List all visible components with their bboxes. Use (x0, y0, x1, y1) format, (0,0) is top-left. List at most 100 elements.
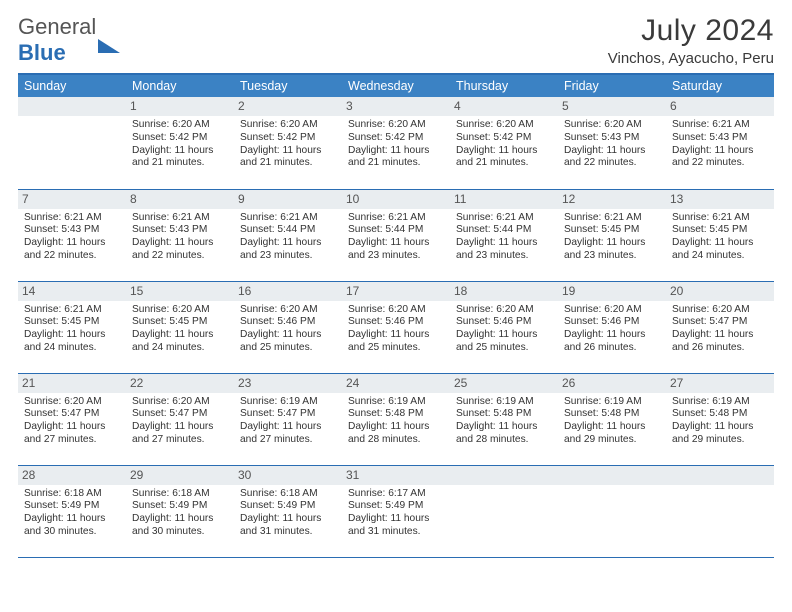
day-header: Friday (558, 75, 666, 97)
sunset-line: Sunset: 5:46 PM (564, 316, 660, 329)
calendar-day-cell: 7Sunrise: 6:21 AMSunset: 5:43 PMDaylight… (18, 189, 126, 281)
calendar-day-cell: 3Sunrise: 6:20 AMSunset: 5:42 PMDaylight… (342, 97, 450, 189)
day-number: 20 (666, 282, 774, 301)
daylight-line: Daylight: 11 hours and 30 minutes. (132, 513, 228, 539)
day-number: 12 (558, 190, 666, 209)
daylight-line: Daylight: 11 hours and 26 minutes. (672, 329, 768, 355)
calendar-week-row: 1Sunrise: 6:20 AMSunset: 5:42 PMDaylight… (18, 97, 774, 189)
day-number: 14 (18, 282, 126, 301)
day-number: 8 (126, 190, 234, 209)
day-number: 5 (558, 97, 666, 116)
sunrise-line: Sunrise: 6:21 AM (672, 119, 768, 132)
sunrise-line: Sunrise: 6:20 AM (348, 304, 444, 317)
daylight-line: Daylight: 11 hours and 31 minutes. (240, 513, 336, 539)
daylight-line: Daylight: 11 hours and 23 minutes. (240, 237, 336, 263)
calendar-day-cell: 30 Sunrise: 6:18 AMSunset: 5:49 PMDayligh… (234, 465, 342, 557)
day-number: 28 (18, 466, 126, 485)
sunrise-line: Sunrise: 6:21 AM (672, 212, 768, 225)
sunset-line: Sunset: 5:46 PM (348, 316, 444, 329)
calendar-day-cell: 31Sunrise: 6:17 AMSunset: 5:49 PMDayligh… (342, 465, 450, 557)
day-header: Monday (126, 75, 234, 97)
sunrise-line: Sunrise: 6:19 AM (348, 396, 444, 409)
day-number: 22 (126, 374, 234, 393)
calendar-day-cell: 10Sunrise: 6:21 AMSunset: 5:44 PMDayligh… (342, 189, 450, 281)
daylight-line: Daylight: 11 hours and 24 minutes. (672, 237, 768, 263)
calendar-day-cell: 28Sunrise: 6:18 AMSunset: 5:49 PMDayligh… (18, 465, 126, 557)
logo-word1: General (18, 14, 96, 39)
sunrise-line: Sunrise: 6:20 AM (240, 119, 336, 132)
calendar-day-cell: 18Sunrise: 6:20 AMSunset: 5:46 PMDayligh… (450, 281, 558, 373)
calendar-day-cell: 13Sunrise: 6:21 AMSunset: 5:45 PMDayligh… (666, 189, 774, 281)
sunset-line: Sunset: 5:49 PM (240, 500, 336, 513)
daylight-line: Daylight: 11 hours and 27 minutes. (240, 421, 336, 447)
daylight-line: Daylight: 11 hours and 31 minutes. (348, 513, 444, 539)
sunrise-line: Sunrise: 6:20 AM (456, 304, 552, 317)
calendar-day-cell: 19Sunrise: 6:20 AMSunset: 5:46 PMDayligh… (558, 281, 666, 373)
day-header: Wednesday (342, 75, 450, 97)
calendar-thead: SundayMondayTuesdayWednesdayThursdayFrid… (18, 75, 774, 97)
sunset-line: Sunset: 5:48 PM (564, 408, 660, 421)
day-number (666, 466, 774, 485)
day-number: 17 (342, 282, 450, 301)
sunrise-line: Sunrise: 6:21 AM (24, 212, 120, 225)
calendar-day-cell: 21Sunrise: 6:20 AMSunset: 5:47 PMDayligh… (18, 373, 126, 465)
calendar-body: 1Sunrise: 6:20 AMSunset: 5:42 PMDaylight… (18, 97, 774, 557)
day-number: 11 (450, 190, 558, 209)
day-number: 25 (450, 374, 558, 393)
sunset-line: Sunset: 5:47 PM (672, 316, 768, 329)
sunset-line: Sunset: 5:48 PM (672, 408, 768, 421)
day-number: 30 (234, 466, 342, 485)
logo-text: General Blue (18, 14, 120, 66)
day-number: 31 (342, 466, 450, 485)
sunset-line: Sunset: 5:47 PM (132, 408, 228, 421)
daylight-line: Daylight: 11 hours and 23 minutes. (456, 237, 552, 263)
sunset-line: Sunset: 5:43 PM (564, 132, 660, 145)
calendar-day-cell (666, 465, 774, 557)
daylight-line: Daylight: 11 hours and 30 minutes. (24, 513, 120, 539)
calendar-week-row: 28Sunrise: 6:18 AMSunset: 5:49 PMDayligh… (18, 465, 774, 557)
day-header: Sunday (18, 75, 126, 97)
daylight-line: Daylight: 11 hours and 21 minutes. (132, 145, 228, 171)
sunset-line: Sunset: 5:48 PM (456, 408, 552, 421)
day-number: 29 (126, 466, 234, 485)
daylight-line: Daylight: 11 hours and 23 minutes. (348, 237, 444, 263)
calendar-day-cell: 16Sunrise: 6:20 AMSunset: 5:46 PMDayligh… (234, 281, 342, 373)
daylight-line: Daylight: 11 hours and 27 minutes. (132, 421, 228, 447)
calendar-day-cell: 6Sunrise: 6:21 AMSunset: 5:43 PMDaylight… (666, 97, 774, 189)
logo-word2: Blue (18, 40, 66, 65)
sunrise-line: Sunrise: 6:18 AM (240, 488, 336, 501)
calendar-day-cell: 20Sunrise: 6:20 AMSunset: 5:47 PMDayligh… (666, 281, 774, 373)
daylight-line: Daylight: 11 hours and 23 minutes. (564, 237, 660, 263)
month-title: July 2024 (608, 14, 774, 48)
calendar-day-cell: 9Sunrise: 6:21 AMSunset: 5:44 PMDaylight… (234, 189, 342, 281)
day-number: 15 (126, 282, 234, 301)
calendar-day-cell: 29Sunrise: 6:18 AMSunset: 5:49 PMDayligh… (126, 465, 234, 557)
daylight-line: Daylight: 11 hours and 22 minutes. (132, 237, 228, 263)
daylight-line: Daylight: 11 hours and 21 minutes. (456, 145, 552, 171)
sunset-line: Sunset: 5:46 PM (456, 316, 552, 329)
location-subtitle: Vinchos, Ayacucho, Peru (608, 50, 774, 67)
calendar-day-cell: 5Sunrise: 6:20 AMSunset: 5:43 PMDaylight… (558, 97, 666, 189)
sunset-line: Sunset: 5:42 PM (132, 132, 228, 145)
sunrise-line: Sunrise: 6:20 AM (564, 119, 660, 132)
calendar-day-cell: 15Sunrise: 6:20 AMSunset: 5:45 PMDayligh… (126, 281, 234, 373)
calendar-day-cell: 27Sunrise: 6:19 AMSunset: 5:48 PMDayligh… (666, 373, 774, 465)
sunrise-line: Sunrise: 6:20 AM (456, 119, 552, 132)
sunset-line: Sunset: 5:49 PM (132, 500, 228, 513)
day-header: Tuesday (234, 75, 342, 97)
day-number: 13 (666, 190, 774, 209)
calendar-day-cell: 26Sunrise: 6:19 AMSunset: 5:48 PMDayligh… (558, 373, 666, 465)
day-number: 18 (450, 282, 558, 301)
days-of-week-row: SundayMondayTuesdayWednesdayThursdayFrid… (18, 75, 774, 97)
sunset-line: Sunset: 5:48 PM (348, 408, 444, 421)
sunrise-line: Sunrise: 6:21 AM (240, 212, 336, 225)
sunset-line: Sunset: 5:45 PM (24, 316, 120, 329)
daylight-line: Daylight: 11 hours and 24 minutes. (132, 329, 228, 355)
day-number: 19 (558, 282, 666, 301)
logo: General Blue (18, 14, 120, 66)
daylight-line: Daylight: 11 hours and 25 minutes. (348, 329, 444, 355)
sunrise-line: Sunrise: 6:19 AM (564, 396, 660, 409)
day-number: 1 (126, 97, 234, 116)
calendar-day-cell: 4Sunrise: 6:20 AMSunset: 5:42 PMDaylight… (450, 97, 558, 189)
sunset-line: Sunset: 5:44 PM (348, 224, 444, 237)
